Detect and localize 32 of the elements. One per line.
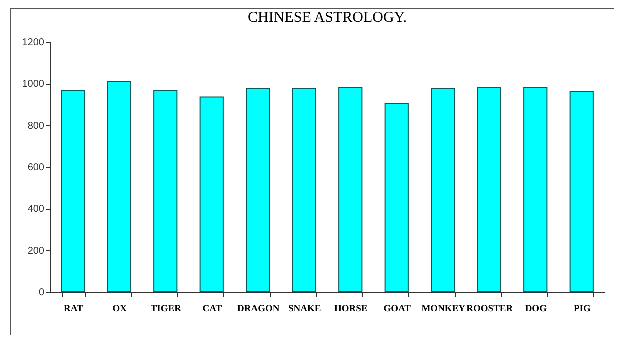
bar bbox=[570, 92, 594, 292]
x-tick-label: DRAGON bbox=[238, 304, 280, 314]
y-tick-label: 0 bbox=[38, 288, 45, 298]
bar bbox=[61, 90, 86, 292]
x-tick-label: SNAKE bbox=[288, 304, 322, 314]
x-tick-label: HORSE bbox=[334, 304, 368, 314]
bar bbox=[292, 88, 316, 292]
x-tick-label: TIGER bbox=[150, 304, 182, 314]
y-tick-label: 1000 bbox=[22, 79, 45, 90]
bar bbox=[246, 88, 270, 292]
bar bbox=[524, 87, 548, 292]
x-tick-label: RAT bbox=[64, 304, 84, 314]
bar bbox=[154, 90, 178, 292]
y-tick-label: 600 bbox=[28, 162, 45, 174]
chart-title: CHINESE ASTROLOGY. bbox=[248, 10, 407, 26]
bar bbox=[200, 96, 224, 292]
x-tick-label: OX bbox=[112, 304, 128, 314]
y-tick-label: 200 bbox=[28, 246, 45, 257]
y-tick-label: 400 bbox=[28, 204, 45, 216]
bar bbox=[431, 88, 456, 292]
x-tick-label: MONKEY bbox=[422, 304, 466, 314]
x-tick-label: PIG bbox=[574, 304, 592, 314]
y-tick-label: 800 bbox=[28, 120, 45, 132]
y-tick-label: 1200 bbox=[22, 38, 45, 48]
bar bbox=[384, 102, 409, 292]
x-tick-label: ROOSTER bbox=[466, 304, 514, 314]
x-tick-label: CAT bbox=[202, 304, 223, 314]
bar bbox=[338, 87, 363, 292]
bar bbox=[477, 87, 502, 292]
x-tick-label: DOG bbox=[525, 304, 548, 314]
bar bbox=[107, 81, 132, 292]
x-tick-label: GOAT bbox=[384, 304, 412, 314]
